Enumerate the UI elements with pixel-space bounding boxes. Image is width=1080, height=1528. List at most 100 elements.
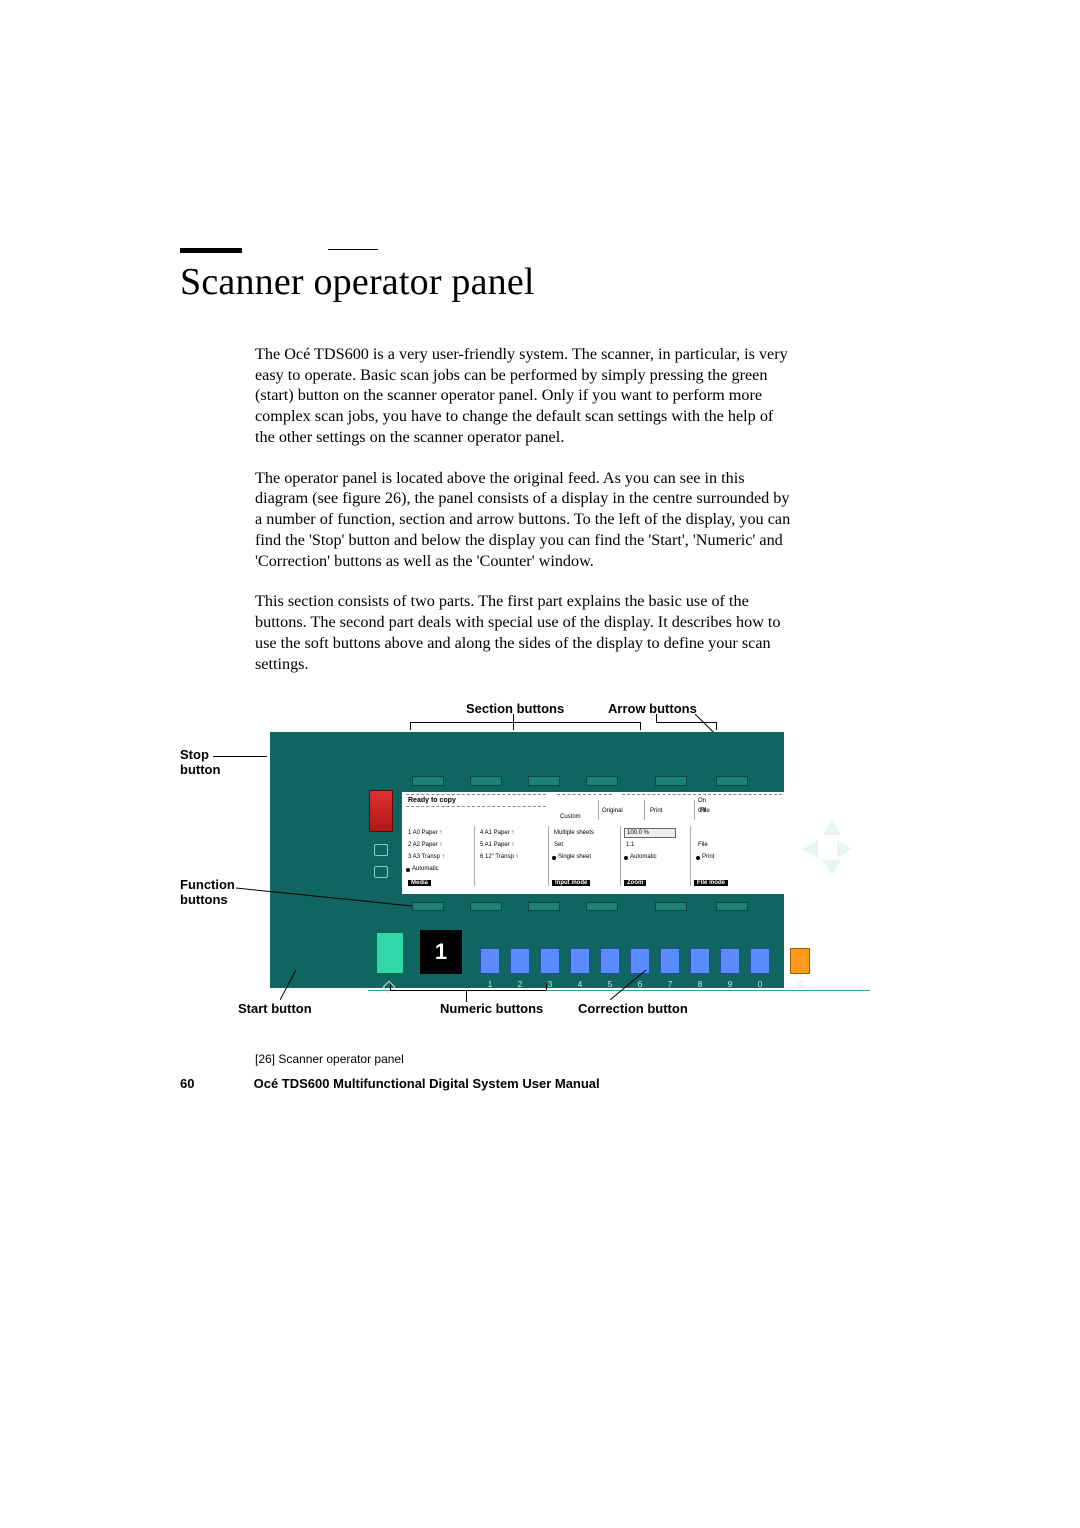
numeric-label: 7 <box>660 980 680 989</box>
lcd-text: Set <box>554 842 563 848</box>
callout-text: buttons <box>180 892 228 907</box>
lcd-dot <box>624 856 628 860</box>
correction-label: C <box>790 980 810 989</box>
numeric-button[interactable] <box>660 948 680 974</box>
lcd-line <box>557 794 612 795</box>
leader-line <box>410 722 411 730</box>
correction-button[interactable] <box>790 948 810 974</box>
numeric-label: 9 <box>720 980 740 989</box>
leader-line <box>640 722 641 730</box>
lcd-value: 100.0 % <box>624 828 676 838</box>
callout-text: Function <box>180 877 235 892</box>
lcd-dot <box>696 856 700 860</box>
numeric-label: 0 <box>750 980 770 989</box>
numeric-button[interactable] <box>750 948 770 974</box>
paragraph-1: The Océ TDS600 is a very user-friendly s… <box>255 344 795 448</box>
numeric-button[interactable] <box>480 948 500 974</box>
leader-line <box>390 990 546 991</box>
lcd-line <box>406 806 546 807</box>
arrow-right-button[interactable] <box>837 840 852 858</box>
operator-panel: Ready to copy Custom Original Print File <box>270 732 784 988</box>
lcd-label: Zoom <box>624 880 646 886</box>
start-button[interactable] <box>376 932 404 974</box>
numeric-label: 3 <box>540 980 560 989</box>
leader-line <box>390 984 391 990</box>
section-button[interactable] <box>586 776 618 786</box>
numeric-button[interactable] <box>690 948 710 974</box>
heading-rule-thick <box>180 248 242 253</box>
lcd-text: 1 A0 Paper ↑ <box>408 830 442 836</box>
lcd-dot <box>552 856 556 860</box>
arrow-down-button[interactable] <box>823 860 841 875</box>
callout-text: Stop <box>180 747 209 762</box>
leader-line <box>466 990 467 1002</box>
lcd-display: Ready to copy Custom Original Print File <box>402 792 790 894</box>
lcd-tab: Original <box>602 808 623 814</box>
lcd-tab: Custom <box>560 814 581 820</box>
lcd-line <box>622 794 782 795</box>
lcd-label: Input mode <box>552 880 590 886</box>
callout-stop-button: Stop button <box>180 748 220 778</box>
lcd-text: Automatic <box>412 866 439 872</box>
paragraph-3: This section consists of two parts. The … <box>255 591 795 674</box>
lcd-line <box>620 826 621 886</box>
function-button[interactable] <box>655 902 687 911</box>
lcd-label: File mode <box>694 880 728 886</box>
lcd-text: Print <box>702 854 714 860</box>
lcd-text: 1:1 <box>626 842 634 848</box>
paragraph-2: The operator panel is located above the … <box>255 468 795 572</box>
page-title: Scanner operator panel <box>180 260 900 304</box>
function-button[interactable] <box>412 902 444 911</box>
section-button[interactable] <box>412 776 444 786</box>
side-icon <box>374 844 388 856</box>
numeric-label: 2 <box>510 980 530 989</box>
section-button[interactable] <box>470 776 502 786</box>
leader-line <box>410 722 640 723</box>
function-button[interactable] <box>528 902 560 911</box>
numeric-button[interactable] <box>570 948 590 974</box>
numeric-button[interactable] <box>720 948 740 974</box>
leader-line <box>236 884 416 908</box>
page-number: 60 <box>180 1076 250 1091</box>
numeric-label: 4 <box>570 980 590 989</box>
leader-line <box>546 984 547 990</box>
stop-button[interactable] <box>369 790 393 832</box>
lcd-line <box>644 800 645 820</box>
operator-panel-diagram: Section buttons Arrow buttons <box>180 694 880 1034</box>
lcd-text: 4 A1 Paper ↑ <box>480 830 514 836</box>
callout-text: button <box>180 762 220 777</box>
callout-numeric-buttons: Numeric buttons <box>440 1002 543 1017</box>
arrow-buttons <box>799 820 861 882</box>
lcd-text: 5 A1 Paper ↑ <box>480 842 514 848</box>
arrow-left-button[interactable] <box>803 840 818 858</box>
lcd-text: 6 12" Transp ↑ <box>480 854 518 860</box>
function-button[interactable] <box>470 902 502 911</box>
lcd-text: Off <box>698 808 706 814</box>
leader-line <box>213 756 267 757</box>
callout-arrow-buttons: Arrow buttons <box>608 702 697 717</box>
lcd-text: Single sheet <box>558 854 591 860</box>
figure-caption: [26] Scanner operator panel <box>255 1052 900 1066</box>
lcd-line <box>598 800 599 820</box>
callout-section-buttons: Section buttons <box>466 702 564 717</box>
section-button[interactable] <box>655 776 687 786</box>
callout-start-button: Start button <box>238 1002 312 1017</box>
function-button[interactable] <box>586 902 618 911</box>
leader-line <box>513 714 514 730</box>
lcd-text: Multiple sheets <box>554 830 594 836</box>
numeric-button[interactable] <box>540 948 560 974</box>
counter-window: 1 <box>420 930 462 974</box>
page-footer: 60 Océ TDS600 Multifunctional Digital Sy… <box>180 1076 600 1091</box>
arrow-up-button[interactable] <box>823 820 841 835</box>
leader-line <box>280 970 300 1000</box>
side-icon <box>374 866 388 878</box>
lcd-text: 3 A3 Transp ↑ <box>408 854 445 860</box>
function-button[interactable] <box>716 902 748 911</box>
lcd-dot <box>406 868 410 872</box>
lcd-line <box>474 826 475 886</box>
section-button[interactable] <box>528 776 560 786</box>
numeric-button[interactable] <box>510 948 530 974</box>
lcd-line <box>548 826 549 886</box>
section-button[interactable] <box>716 776 748 786</box>
numeric-label: 8 <box>690 980 710 989</box>
